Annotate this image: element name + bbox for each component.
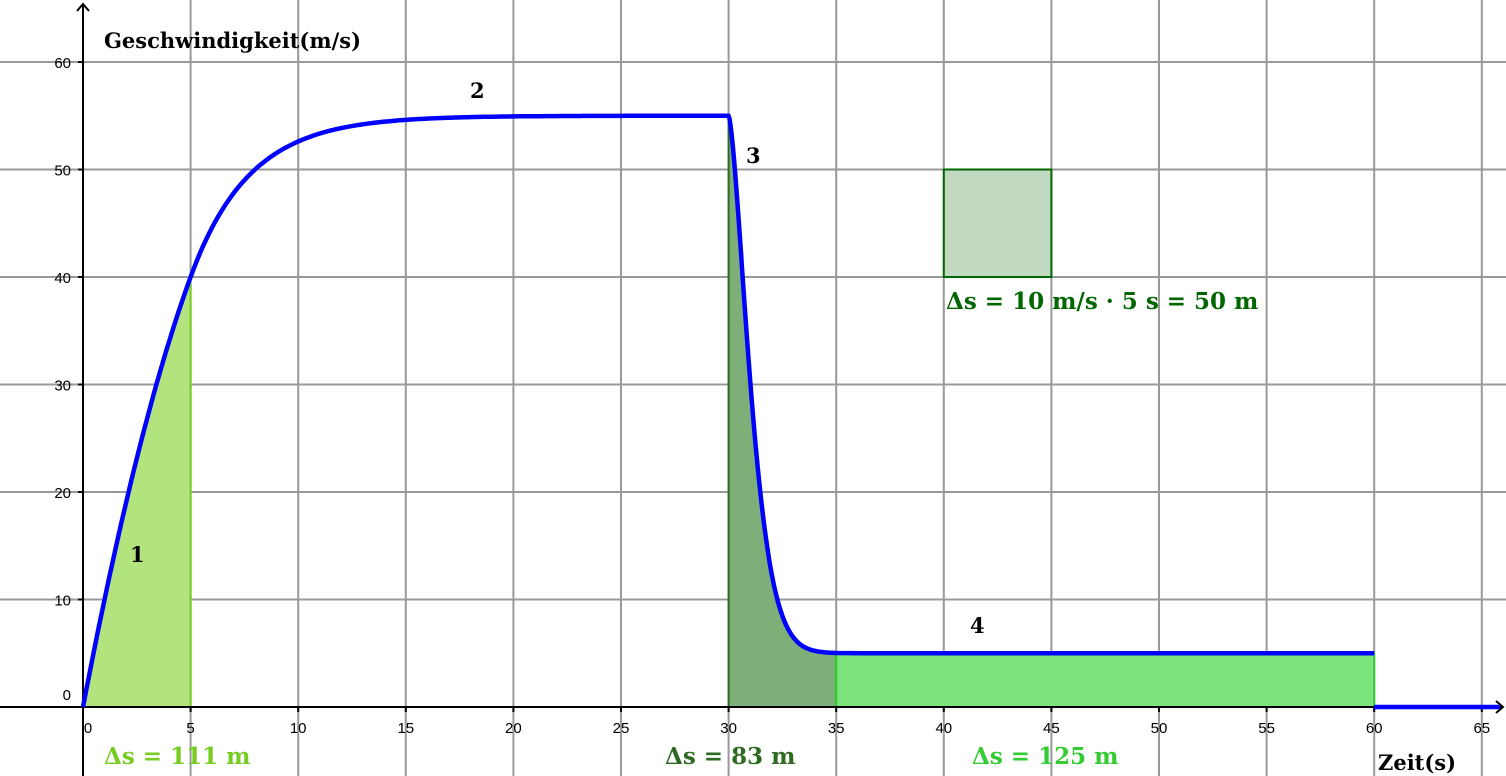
x-axis-label: Zeit(s) xyxy=(1378,750,1456,775)
x-tick-label: 15 xyxy=(397,720,414,737)
y-tick-label: 40 xyxy=(54,270,71,287)
x-tick-label: 40 xyxy=(935,720,952,737)
segment-label-2: 2 xyxy=(470,78,485,103)
annotations: Geschwindigkeit(m/s) Zeit(s) 1 2 3 4 Δs … xyxy=(104,28,1480,776)
area-label-2: Δs = 83 m xyxy=(665,743,795,770)
segment-label-4: 4 xyxy=(970,613,985,638)
y-tick-label: 50 xyxy=(54,163,71,180)
segment-label-1: 1 xyxy=(130,542,145,567)
velocity-curve xyxy=(80,113,1500,710)
x-tick-label: 45 xyxy=(1043,720,1060,737)
zeit-label-bg xyxy=(1376,742,1480,776)
y-tick-label: 0 xyxy=(63,687,71,704)
x-axis-arrow-icon xyxy=(1495,700,1505,714)
x-tick-label: 20 xyxy=(505,720,522,737)
velocity-line xyxy=(80,113,1375,708)
area-fills xyxy=(81,115,1376,708)
x-tick-label: 55 xyxy=(1258,720,1275,737)
area-label-1: Δs = 111 m xyxy=(104,743,250,770)
rectangle-label: Δs = 10 m/s · 5 s = 50 m xyxy=(946,288,1258,315)
x-tick-label: 60 xyxy=(1366,720,1383,737)
area-label-3: Δs = 125 m xyxy=(972,743,1118,770)
segment-label-3: 3 xyxy=(746,143,761,168)
y-axis-arrow-icon xyxy=(76,2,90,12)
tick-labels: 0 5 10 15 20 25 30 35 40 45 50 55 60 65 0 10 20 30 40 50 60 xyxy=(54,55,1490,737)
y-tick-label: 10 xyxy=(54,593,71,610)
area-fill-3 xyxy=(835,651,1376,708)
y-tick-label: 20 xyxy=(54,485,71,502)
x-tick-label: 25 xyxy=(613,720,630,737)
x-tick-label: 10 xyxy=(290,720,307,737)
x-tick-label: 50 xyxy=(1151,720,1168,737)
y-tick-label: 30 xyxy=(54,378,71,395)
y-axis-label: Geschwindigkeit(m/s) xyxy=(104,28,361,53)
x-tick-label: 65 xyxy=(1473,720,1490,737)
example-rectangle xyxy=(942,168,1053,278)
x-tick-label: 0 xyxy=(84,720,92,737)
x-tick-label: 30 xyxy=(720,720,737,737)
x-tick-label: 35 xyxy=(828,720,845,737)
y-tick-label: 60 xyxy=(54,55,71,72)
x-tick-label: 5 xyxy=(186,720,194,737)
